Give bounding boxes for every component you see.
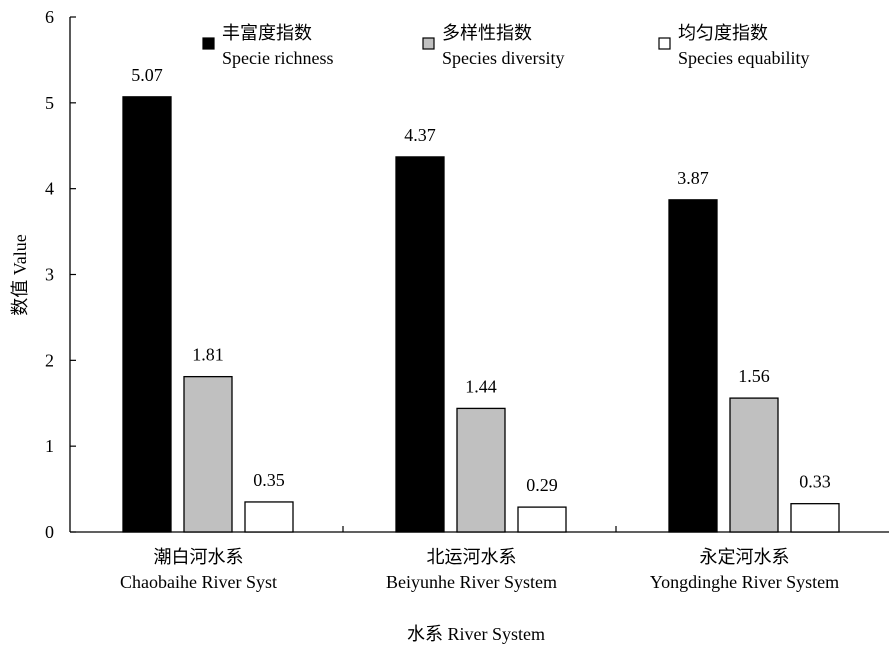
y-tick-label: 5 [45, 93, 54, 113]
legend-label: 均匀度指数 [678, 23, 768, 43]
y-tick-label: 2 [45, 350, 54, 370]
category-label: 永定河水系 [700, 547, 790, 567]
legend-label: Specie richness [222, 48, 333, 68]
bar [517, 506, 567, 533]
data-label: 0.33 [799, 472, 831, 492]
data-label: 0.29 [526, 475, 558, 495]
legend: 丰富度指数 Specie richness 多样性指数 Species diversi… [202, 23, 809, 68]
y-axis-label: 数值 Value [10, 234, 30, 315]
category-label: 北运河水系 [427, 547, 517, 567]
bar [183, 375, 233, 533]
y-tick-label: 3 [45, 265, 54, 285]
legend-swatch [422, 37, 435, 50]
legend-swatch [658, 37, 671, 50]
bar [729, 397, 779, 533]
data-label: 5.07 [131, 65, 163, 85]
bars [122, 96, 840, 533]
legend-label: Species diversity [442, 48, 564, 68]
data-label: 4.37 [404, 125, 436, 145]
category-label: Yongdinghe River System [650, 572, 839, 592]
data-label: 1.81 [192, 345, 224, 365]
bar [244, 501, 294, 533]
legend-label: 丰富度指数 [222, 23, 312, 43]
data-label: 1.56 [738, 366, 770, 386]
legend-label: Species equability [678, 48, 809, 68]
x-axis-label: 水系 River System [407, 624, 545, 644]
legend-swatch [202, 37, 215, 50]
category-labels: 潮白河水系 Chaobaihe River Syst 北运河水系 Beiyunhe R… [120, 547, 839, 592]
data-labels: 5.07 1.81 0.35 4.37 1.44 0.29 3.87 1.56 0.33 [131, 65, 831, 495]
data-label: 0.35 [253, 470, 285, 490]
bar [668, 199, 718, 533]
y-tick-label: 1 [45, 436, 54, 456]
category-label: Beiyunhe River System [386, 572, 557, 592]
y-tick-label: 6 [45, 7, 54, 27]
bar [122, 96, 172, 533]
category-label: Chaobaihe River Syst [120, 572, 277, 592]
legend-label: 多样性指数 [442, 23, 532, 43]
category-label: 潮白河水系 [154, 547, 244, 567]
data-label: 3.87 [677, 168, 709, 188]
bar [395, 156, 445, 533]
bar [456, 407, 506, 533]
data-label: 1.44 [465, 376, 497, 396]
y-tick-label: 0 [45, 522, 54, 542]
y-tick-label: 4 [45, 179, 54, 199]
bar [790, 503, 840, 533]
